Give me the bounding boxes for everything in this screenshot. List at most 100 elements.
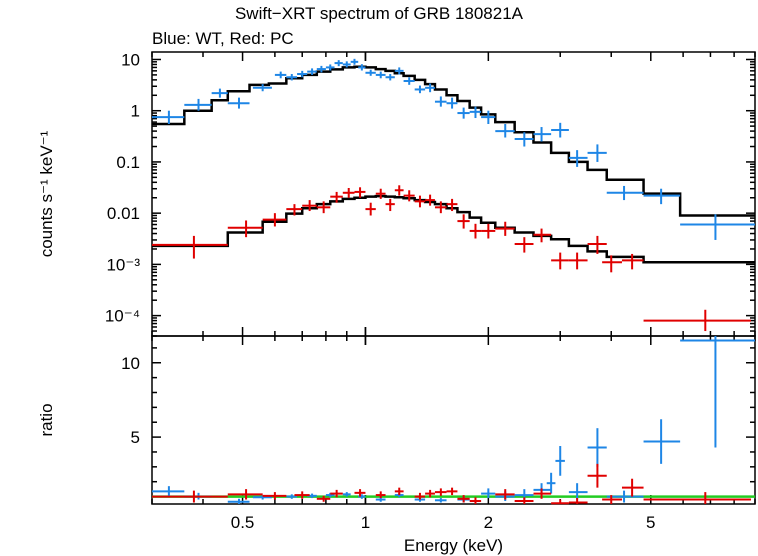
data-point-wt	[307, 68, 317, 75]
data-point-wt	[533, 127, 552, 142]
data-point-wt	[481, 488, 496, 499]
data-point-pc	[514, 237, 534, 253]
data-point-wt	[152, 110, 185, 125]
data-point-wt	[495, 124, 515, 138]
ratio-panel-frame	[151, 335, 756, 505]
data-point-pc	[365, 202, 376, 216]
data-point-wt	[297, 70, 308, 78]
spectrum-y-axis-label: counts s⁻¹ keV⁻¹	[37, 130, 56, 257]
y-tick-label: 10	[121, 50, 140, 69]
x-tick-label: 1	[361, 513, 370, 532]
data-point-pc	[533, 228, 552, 243]
data-point-wt	[434, 96, 447, 107]
chart-title: Swift−XRT spectrum of GRB 180821A	[234, 4, 524, 23]
data-point-wt	[394, 67, 404, 75]
ratio-data-points	[152, 336, 755, 505]
data-point-pc	[602, 495, 622, 504]
model-line-wt	[152, 65, 755, 217]
x-tick-label: 0.5	[231, 513, 255, 532]
data-point-pc	[551, 499, 569, 505]
y-tick-label: 5	[131, 428, 140, 447]
data-point-wt	[211, 88, 228, 98]
data-point-wt	[152, 486, 185, 497]
data-point-pc	[602, 255, 622, 273]
data-point-pc	[227, 220, 263, 238]
data-point-pc	[621, 478, 644, 497]
data-point-wt	[286, 74, 298, 81]
data-point-pc	[481, 223, 496, 239]
chart-subtitle: Blue: WT, Red: PC	[152, 29, 294, 48]
x-tick-label: 5	[646, 513, 655, 532]
data-point-wt	[680, 214, 755, 240]
data-point-wt	[551, 122, 569, 138]
data-point-wt	[555, 446, 565, 476]
data-point-pc	[394, 487, 404, 496]
data-point-pc	[514, 497, 534, 504]
data-point-wt	[680, 336, 755, 448]
data-point-pc	[551, 252, 569, 270]
ratio-panel: 0.5 1 2 5 5 10	[121, 335, 756, 532]
data-point-pc	[425, 489, 435, 498]
data-point-pc	[457, 495, 470, 503]
data-point-pc	[394, 185, 404, 196]
ratio-axis-ticks: 0.5 1 2 5 5 10	[121, 336, 756, 532]
data-point-pc	[375, 188, 386, 199]
data-point-pc	[446, 198, 458, 212]
spectrum-axis-ticks: 10 1 0.1 0.01 10⁻³ 10⁻⁴	[105, 50, 756, 337]
data-point-wt	[606, 185, 644, 201]
data-point-pc	[354, 187, 366, 198]
data-point-pc	[446, 487, 458, 496]
data-point-pc	[354, 489, 366, 497]
data-point-wt	[514, 132, 534, 147]
data-point-wt	[375, 71, 386, 79]
data-point-pc	[495, 221, 515, 236]
data-point-wt	[403, 77, 415, 85]
data-point-pc	[227, 489, 263, 500]
data-point-wt	[334, 60, 343, 67]
data-point-wt	[425, 83, 435, 93]
data-point-pc	[414, 492, 426, 500]
data-point-pc	[568, 252, 588, 270]
data-point-pc	[294, 491, 310, 499]
data-point-pc	[434, 488, 447, 496]
data-point-pc	[403, 190, 415, 202]
data-point-wt	[342, 492, 351, 497]
data-point-pc	[587, 463, 607, 488]
data-point-pc	[302, 200, 317, 212]
data-point-wt	[469, 106, 482, 119]
data-point-wt	[446, 97, 458, 109]
data-point-wt	[457, 107, 470, 119]
data-point-wt	[414, 85, 426, 94]
data-point-wt	[643, 188, 681, 205]
data-point-wt	[434, 498, 447, 503]
data-point-pc	[262, 213, 287, 227]
data-point-wt	[546, 472, 556, 494]
data-point-pc	[152, 235, 228, 259]
data-point-wt	[350, 58, 359, 65]
data-point-pc	[152, 490, 228, 503]
data-point-pc	[330, 191, 343, 203]
y-tick-label: 10	[121, 354, 140, 373]
data-point-wt	[587, 144, 607, 162]
data-point-pc	[533, 488, 552, 499]
x-tick-label: 2	[484, 513, 493, 532]
data-point-wt	[568, 483, 588, 500]
data-point-wt	[325, 64, 335, 71]
data-point-wt	[385, 74, 395, 81]
data-point-pc	[262, 492, 287, 500]
data-point-pc	[316, 201, 331, 214]
data-point-wt	[252, 84, 272, 92]
y-tick-label: 10⁻⁴	[105, 307, 140, 326]
data-point-pc	[495, 489, 515, 500]
data-point-wt	[286, 494, 298, 499]
data-point-wt	[365, 69, 376, 76]
y-tick-label: 10⁻³	[106, 255, 140, 274]
data-point-wt	[342, 61, 351, 68]
data-point-wt	[227, 97, 250, 109]
data-point-wt	[568, 150, 588, 167]
data-point-pc	[414, 195, 426, 208]
data-point-pc	[286, 204, 303, 216]
data-point-pc	[385, 198, 395, 212]
data-point-wt	[358, 64, 366, 71]
ratio-y-axis-label: ratio	[37, 403, 56, 436]
